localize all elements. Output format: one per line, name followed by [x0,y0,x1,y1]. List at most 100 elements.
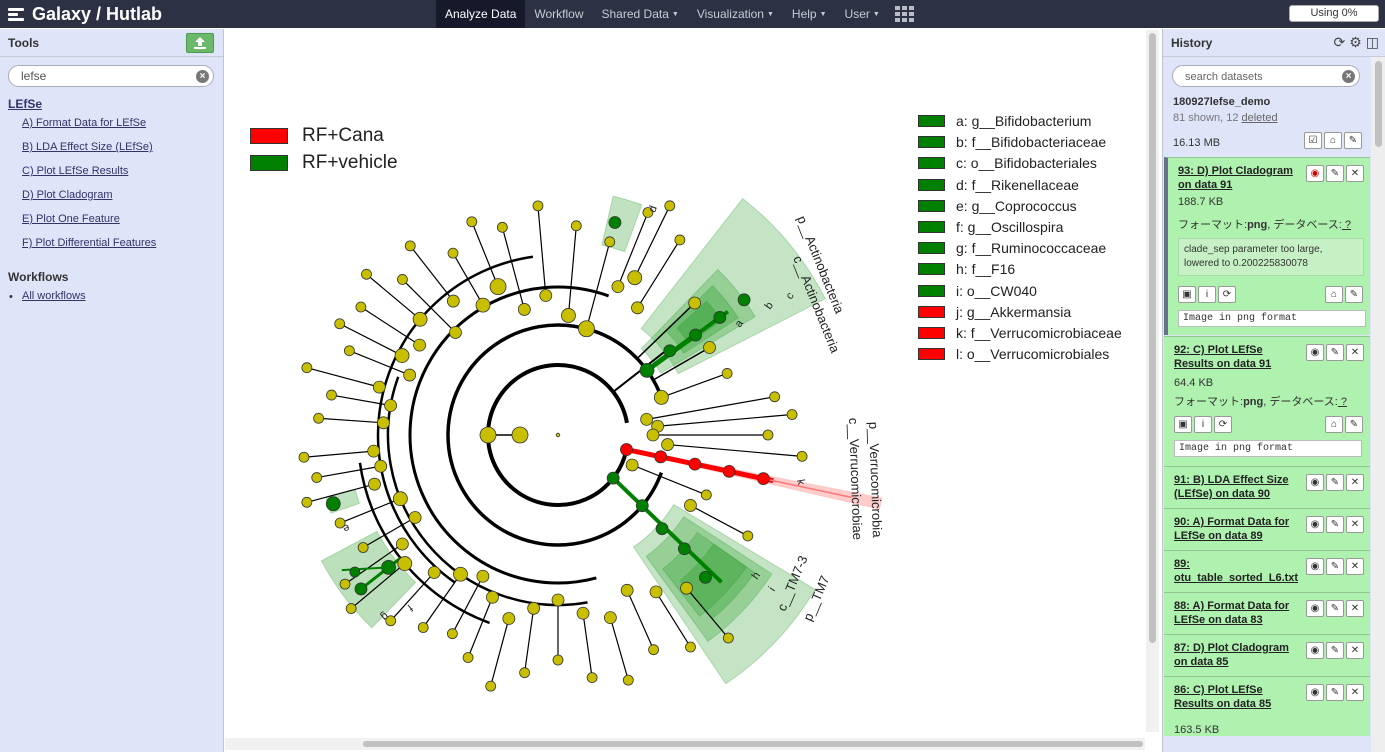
dataset-item[interactable]: 88: A) Format Data for LEfSe on data 83 ◉… [1164,592,1370,634]
annotation-icon[interactable]: ✎ [1344,132,1362,149]
delete-icon[interactable]: ✕ [1346,344,1364,361]
nav-tab-analyze-data[interactable]: Analyze Data [436,0,526,28]
all-workflows-link[interactable]: All workflows [22,290,86,302]
dataset-title[interactable]: 87: D) Plot Cladogram on data 85 [1174,642,1289,668]
dataset-title[interactable]: 88: A) Format Data for LEfSe on data 83 [1174,600,1290,626]
taxon-node [685,641,696,653]
download-icon[interactable]: ▣ [1178,286,1196,303]
delete-icon[interactable]: ✕ [1346,684,1364,701]
dataset-title[interactable]: 89: otu_table_sorted_L6.txt [1174,558,1299,584]
taxon-node [578,320,595,338]
taxon-node [552,654,564,666]
rerun-icon[interactable]: ⟳ [1214,416,1232,433]
nav-tab-visualization[interactable]: Visualization ▼ [696,7,774,21]
tags-icon[interactable]: ⌂ [1324,132,1342,149]
dataset-item[interactable]: 92: C) Plot LEfSe Results on data 91 ◉ ✎ ✕ 6… [1164,336,1370,466]
tool-link[interactable]: B) LDA Effect Size (LEfSe) [22,141,153,153]
history-name[interactable]: 180927lefse_demo [1173,96,1271,108]
scroll-thumb[interactable] [1149,33,1156,643]
deleted-link[interactable]: deleted [1241,112,1278,124]
tool-link[interactable]: D) Plot Cladogram [22,189,113,201]
eye-icon[interactable]: ◉ [1306,474,1324,491]
legend-swatch [250,155,288,171]
cladogram-nodes [298,200,808,692]
history-search-input[interactable]: search datasets × [1172,65,1360,87]
dataset-title[interactable]: 90: A) Format Data for LEfSe on data 89 [1174,516,1290,542]
eye-icon[interactable]: ◉ [1306,684,1324,701]
delete-icon[interactable]: ✕ [1346,165,1364,182]
info-icon[interactable]: i [1198,286,1216,303]
dataset-title[interactable]: 92: C) Plot LEfSe Results on data 91 [1174,344,1272,370]
delete-icon[interactable]: ✕ [1346,600,1364,617]
upload-button[interactable] [186,33,214,53]
pencil-icon[interactable]: ✎ [1326,684,1344,701]
dataset-title[interactable]: 86: C) Plot LEfSe Results on data 85 [1174,684,1272,710]
nav-tab-help[interactable]: Help ▼ [791,7,827,21]
cladogram: p__Actinobacteriac__Actinobacteriap__Ver… [298,195,885,692]
history-scrollbar[interactable] [1371,57,1385,752]
nav-tab-workflow[interactable]: Workflow [534,7,584,21]
dataset-item[interactable]: 93: D) Plot Cladogram on data 91 ◉ ✎ ✕ 188.7… [1164,157,1370,335]
eye-icon[interactable]: ◉ [1306,642,1324,659]
galaxy-logo-icon [8,5,26,23]
edit-dbkey-link[interactable]: ? [1341,219,1352,231]
taxon-node [576,606,590,620]
tool-link[interactable]: C) Plot LEfSe Results [22,165,129,177]
center-scrollbar-vertical[interactable] [1146,30,1159,732]
nav-tab-user[interactable]: User ▼ [844,7,880,21]
delete-icon[interactable]: ✕ [1346,474,1364,491]
pencil-icon[interactable]: ✎ [1326,600,1344,617]
feature-legend-item: d: f__Rikenellaceae [918,177,1079,193]
clear-search-icon[interactable]: × [196,70,209,83]
pencil-icon[interactable]: ✎ [1326,474,1344,491]
tool-link[interactable]: E) Plot One Feature [22,213,120,225]
eye-icon[interactable]: ◉ [1306,165,1324,182]
tool-link[interactable]: F) Plot Differential Features [22,237,157,249]
annotation-icon[interactable]: ✎ [1345,416,1363,433]
tool-link[interactable]: A) Format Data for LEfSe [22,117,147,129]
brand[interactable]: Galaxy / Hutlab [8,3,162,25]
pencil-icon[interactable]: ✎ [1326,558,1344,575]
select-items-icon[interactable]: ☑ [1304,132,1322,149]
eye-icon[interactable]: ◉ [1306,600,1324,617]
dataset-title[interactable]: 91: B) LDA Effect Size (LEfSe) on data 9… [1174,474,1289,500]
pencil-icon[interactable]: ✎ [1326,344,1344,361]
annotation-icon[interactable]: ✎ [1345,286,1363,303]
dataset-size: 163.5 KB [1174,724,1220,736]
rerun-icon[interactable]: ⟳ [1218,286,1236,303]
delete-icon[interactable]: ✕ [1346,516,1364,533]
dataset-item[interactable]: 90: A) Format Data for LEfSe on data 89 ◉… [1164,508,1370,550]
feature-legend-item: e: g__Coprococcus [918,198,1077,214]
center-scrollbar-horizontal[interactable] [225,738,1145,750]
gear-icon[interactable]: ⚙ [1349,34,1362,50]
refresh-icon[interactable]: ⟳ [1333,34,1346,50]
pencil-icon[interactable]: ✎ [1326,642,1344,659]
scroll-thumb[interactable] [363,741,1143,747]
dataset-item[interactable]: 87: D) Plot Cladogram on data 85 ◉ ✎ ✕ [1164,634,1370,676]
dataset-title[interactable]: 93: D) Plot Cladogram on data 91 [1178,165,1293,191]
edit-dbkey-link[interactable]: ? [1337,396,1348,408]
apps-grid-icon[interactable] [894,6,915,22]
delete-icon[interactable]: ✕ [1346,642,1364,659]
dataset-item[interactable]: 91: B) LDA Effect Size (LEfSe) on data 9… [1164,466,1370,508]
nav-tab-shared-data[interactable]: Shared Data ▼ [601,7,679,21]
pencil-icon[interactable]: ✎ [1326,516,1344,533]
tool-search-input[interactable]: lefse × [8,65,214,87]
info-icon[interactable]: i [1194,416,1212,433]
tags-icon[interactable]: ⌂ [1325,286,1343,303]
eye-icon[interactable]: ◉ [1306,558,1324,575]
tool-section-lefse[interactable]: LEfSe [8,97,43,111]
dataset-item[interactable]: 89: otu_table_sorted_L6.txt ◉ ✎ ✕ [1164,550,1370,592]
dataset-item[interactable]: 86: C) Plot LEfSe Results on data 85 ◉ ✎ ✕ 1… [1164,676,1370,736]
download-icon[interactable]: ▣ [1174,416,1192,433]
eye-icon[interactable]: ◉ [1306,344,1324,361]
delete-icon[interactable]: ✕ [1346,558,1364,575]
columns-icon[interactable]: ◫ [1365,34,1379,50]
scroll-thumb[interactable] [1375,61,1382,147]
quota-meter[interactable]: Using 0% [1289,5,1379,22]
taxon-node [301,362,313,374]
clear-search-icon[interactable]: × [1342,70,1355,83]
eye-icon[interactable]: ◉ [1306,516,1324,533]
pencil-icon[interactable]: ✎ [1326,165,1344,182]
tags-icon[interactable]: ⌂ [1325,416,1343,433]
